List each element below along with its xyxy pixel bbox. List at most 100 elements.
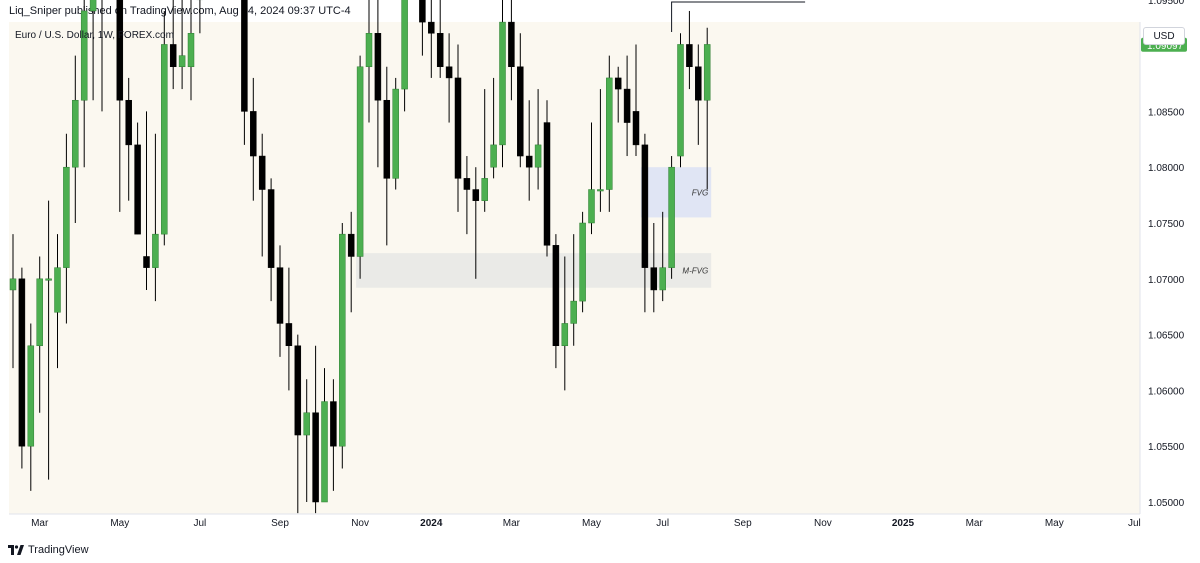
- time-tick-label: May: [110, 518, 129, 529]
- candle: [356, 55, 364, 279]
- time-tick-label: Jul: [656, 518, 669, 529]
- time-tick-label: 2025: [892, 518, 915, 529]
- time-tick-label: May: [1045, 518, 1064, 529]
- candle-body: [285, 323, 293, 347]
- footer-brand[interactable]: TradingView: [8, 542, 89, 558]
- candle-body: [356, 66, 364, 257]
- candle-body: [54, 267, 61, 313]
- candle-body: [686, 44, 693, 68]
- price-tick-label: 1.08500: [1148, 107, 1185, 118]
- candle: [258, 133, 266, 257]
- currency-button[interactable]: USD: [1143, 27, 1185, 45]
- candle: [374, 0, 382, 168]
- tradingview-brand-text: TradingView: [28, 544, 89, 556]
- last-price-value: 1.09097: [1147, 41, 1184, 52]
- candle: [677, 33, 684, 168]
- candle: [517, 33, 524, 168]
- x-axis[interactable]: Mar May Jul Sep Nov 2024 Mar May Jul Sep Nov 2025 Ma…: [31, 518, 1141, 529]
- candle-body: [677, 44, 684, 157]
- price-axis[interactable]: [1140, 22, 1200, 514]
- candle: [276, 245, 284, 357]
- time-tick-label: Mar: [966, 518, 984, 529]
- candle-body: [134, 144, 141, 235]
- levels-layer: ERLERL: [671, 0, 806, 33]
- candle: [134, 122, 141, 235]
- candles-layer: [9, 0, 711, 514]
- time-tick-label: Sep: [271, 518, 289, 529]
- candle: [481, 89, 488, 212]
- candle: [472, 167, 480, 279]
- candle: [152, 133, 159, 302]
- candle-body: [490, 144, 497, 168]
- candle: [686, 10, 693, 90]
- candle-body: [321, 401, 328, 503]
- candle-body: [659, 267, 666, 291]
- time-tick-label: Jul: [194, 518, 207, 529]
- candle-body: [401, 0, 408, 90]
- time-tick-label: Nov: [814, 518, 832, 529]
- candle-body: [499, 21, 506, 146]
- zone-label-m-fvg: M-FVG: [682, 266, 708, 275]
- candle-body: [125, 99, 132, 146]
- candle: [312, 345, 319, 514]
- candle-body: [27, 345, 35, 447]
- candle: [668, 156, 675, 279]
- candle-body: [472, 189, 480, 201]
- y-axis[interactable]: 1.130001.125001.120001.115001.110001.105…: [1148, 0, 1185, 509]
- candle: [419, 0, 426, 56]
- candle: [267, 178, 275, 302]
- time-tick-label: Nov: [351, 518, 369, 529]
- candle-body: [267, 189, 275, 268]
- candle: [606, 55, 613, 212]
- candle-body: [294, 345, 302, 436]
- candle: [80, 0, 88, 168]
- candle: [9, 234, 17, 369]
- candle: [614, 66, 622, 123]
- candle-body: [463, 178, 471, 190]
- candle: [588, 122, 595, 235]
- candle: [561, 256, 569, 391]
- symbol-title[interactable]: Euro / U.S. Dollar, 1W, FOREX.com: [15, 30, 174, 41]
- candle: [143, 111, 150, 290]
- candle: [641, 133, 649, 313]
- candle-body: [597, 189, 604, 192]
- candle-body: [178, 55, 186, 68]
- candle-body: [9, 278, 17, 291]
- candle-body: [436, 33, 444, 68]
- zone-label-fvg: FVG: [692, 188, 708, 197]
- time-tick-label: Mar: [31, 518, 49, 529]
- candle: [445, 33, 453, 123]
- candle-body: [668, 166, 675, 268]
- candle: [63, 133, 70, 324]
- zone-m-fvg: [356, 253, 712, 288]
- candle: [650, 223, 658, 313]
- candle-body: [347, 233, 355, 257]
- candle: [525, 100, 533, 201]
- candle-body: [650, 267, 658, 291]
- candle: [347, 211, 355, 313]
- candle-body: [169, 44, 177, 68]
- candle-body: [89, 0, 97, 12]
- candle: [552, 234, 560, 369]
- candle: [303, 379, 310, 502]
- candle-body: [517, 66, 524, 157]
- candle-body: [606, 77, 613, 190]
- candle: [383, 66, 391, 246]
- candle: [428, 0, 435, 78]
- candle: [72, 55, 79, 223]
- candle-body: [241, 0, 248, 112]
- candle-body: [258, 155, 266, 190]
- candle-body: [250, 111, 257, 157]
- candle-body: [383, 99, 391, 179]
- candle-body: [419, 0, 426, 23]
- candle-body: [80, 10, 88, 101]
- candle: [392, 77, 399, 190]
- candle: [178, 0, 186, 90]
- candle: [695, 44, 702, 145]
- candle-body: [72, 99, 79, 168]
- price-tick-label: 1.06500: [1148, 331, 1185, 342]
- candle-body: [543, 122, 551, 246]
- candle: [339, 223, 346, 469]
- price-tick-label: 1.07500: [1148, 219, 1185, 230]
